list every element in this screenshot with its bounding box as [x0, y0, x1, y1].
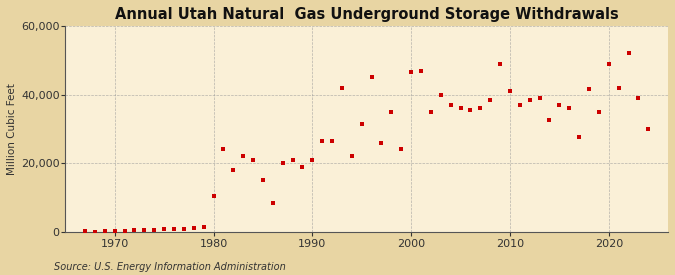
Point: [139, 228, 150, 232]
Point: [287, 158, 298, 162]
Point: [574, 135, 585, 140]
Point: [584, 87, 595, 92]
Point: [593, 109, 604, 114]
Point: [455, 106, 466, 111]
Point: [109, 229, 120, 233]
Point: [554, 103, 565, 107]
Point: [564, 106, 574, 111]
Point: [475, 106, 486, 111]
Point: [446, 103, 456, 107]
Point: [99, 229, 110, 233]
Point: [504, 89, 515, 93]
Point: [277, 161, 288, 165]
Point: [435, 92, 446, 97]
Point: [80, 229, 90, 233]
Point: [614, 86, 624, 90]
Point: [129, 228, 140, 233]
Point: [643, 127, 653, 131]
Point: [258, 178, 269, 183]
Point: [188, 226, 199, 230]
Point: [514, 103, 525, 107]
Point: [603, 61, 614, 66]
Point: [465, 108, 476, 112]
Point: [524, 98, 535, 102]
Point: [367, 75, 377, 79]
Point: [396, 147, 406, 152]
Point: [178, 227, 189, 232]
Point: [169, 227, 180, 231]
Point: [356, 122, 367, 126]
Point: [159, 227, 169, 231]
Point: [307, 158, 318, 162]
Point: [406, 70, 416, 75]
Point: [218, 147, 229, 152]
Point: [327, 139, 338, 143]
Point: [297, 164, 308, 169]
Point: [534, 96, 545, 100]
Point: [208, 194, 219, 198]
Point: [198, 224, 209, 229]
Point: [386, 109, 397, 114]
Point: [425, 109, 436, 114]
Point: [238, 154, 248, 159]
Point: [148, 228, 159, 232]
Title: Annual Utah Natural  Gas Underground Storage Withdrawals: Annual Utah Natural Gas Underground Stor…: [115, 7, 618, 22]
Point: [267, 200, 278, 205]
Point: [623, 51, 634, 56]
Point: [248, 158, 259, 162]
Point: [346, 154, 357, 159]
Text: Source: U.S. Energy Information Administration: Source: U.S. Energy Information Administ…: [54, 262, 286, 272]
Point: [485, 98, 495, 102]
Y-axis label: Million Cubic Feet: Million Cubic Feet: [7, 83, 17, 175]
Point: [337, 86, 348, 90]
Point: [544, 118, 555, 122]
Point: [90, 229, 101, 234]
Point: [228, 168, 239, 172]
Point: [317, 139, 327, 143]
Point: [119, 229, 130, 233]
Point: [416, 68, 427, 73]
Point: [495, 61, 506, 66]
Point: [633, 96, 644, 100]
Point: [376, 141, 387, 145]
